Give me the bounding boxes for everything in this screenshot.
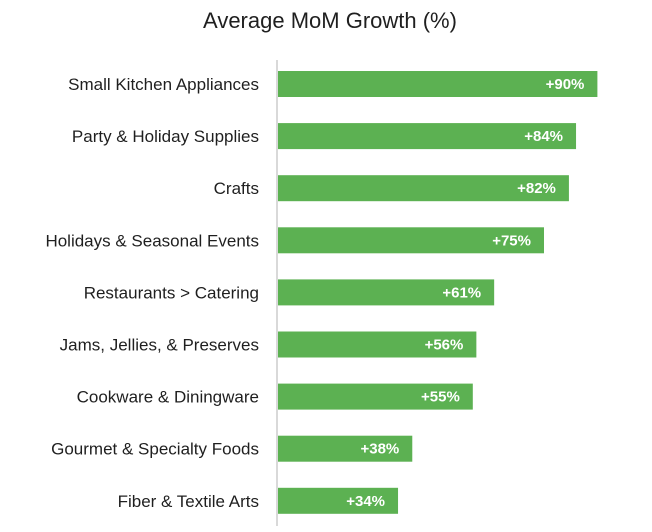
category-label: Gourmet & Specialty Foods [51, 440, 259, 459]
category-label: Jams, Jellies, & Preserves [60, 336, 259, 355]
category-label: Restaurants > Catering [84, 283, 259, 302]
bar [277, 435, 413, 462]
bar [277, 227, 544, 254]
bar [277, 487, 399, 514]
bar-value-label: +82% [517, 180, 556, 197]
bar [277, 71, 598, 97]
category-label: Cookware & Diningware [77, 388, 259, 407]
bar-value-label: +56% [425, 337, 464, 354]
bar-value-label: +61% [442, 284, 481, 301]
bar [277, 279, 495, 306]
bar [277, 331, 477, 358]
category-label: Small Kitchen Appliances [68, 75, 259, 94]
bar-value-label: +38% [360, 441, 399, 458]
category-label: Crafts [214, 179, 259, 198]
category-label: Fiber & Textile Arts [118, 492, 259, 511]
chart-title: Average MoM Growth (%) [203, 8, 457, 33]
category-label: Party & Holiday Supplies [72, 127, 259, 146]
bars-group: Small Kitchen Appliances +90% Party & Holi… [45, 71, 598, 514]
bar-value-label: +84% [524, 128, 563, 145]
bar-value-label: +90% [546, 76, 585, 93]
bar-value-label: +55% [421, 389, 460, 406]
bar [277, 123, 577, 150]
bar-value-label: +34% [346, 493, 385, 510]
category-label: Holidays & Seasonal Events [45, 231, 259, 250]
bar [277, 175, 569, 202]
bar-value-label: +75% [492, 232, 531, 249]
bar [277, 383, 473, 410]
